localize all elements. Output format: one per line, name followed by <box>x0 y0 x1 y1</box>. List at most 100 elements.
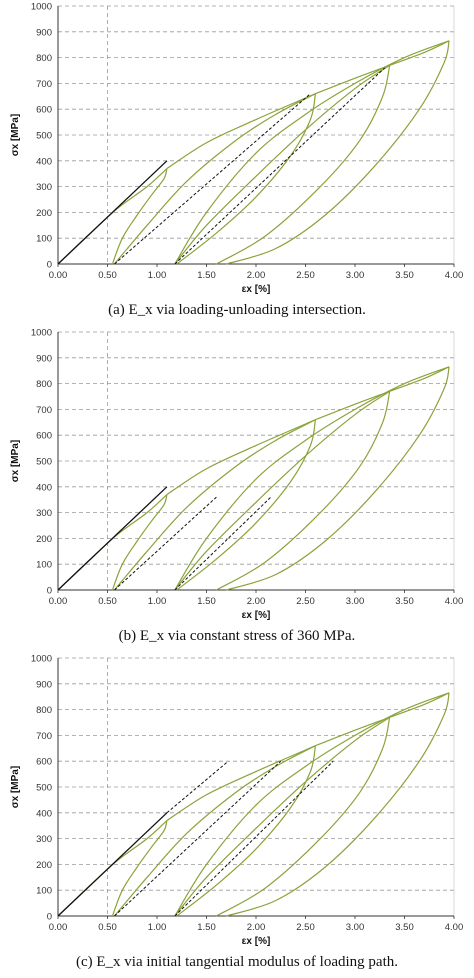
y-tick-label: 700 <box>36 79 52 90</box>
cycle-curve-5 <box>216 717 391 917</box>
cycle-curve-3 <box>176 745 316 917</box>
y-tick-label: 100 <box>36 886 52 897</box>
chart-panel-a: 0 100 200 300 400 500 600 700 800 900 1000 0.00 0.50… <box>0 0 474 325</box>
cycle-curve-2 <box>113 419 316 591</box>
chart-panel-b: 0 100 200 300 400 500 600 700 800 900 1000 0.00 0.50… <box>0 326 474 651</box>
x-tick-label: 0.00 <box>49 270 68 281</box>
modulus-dashed-line-12 <box>166 760 229 814</box>
initial-modulus-line <box>57 812 168 917</box>
x-tick-label: 0.50 <box>98 270 117 281</box>
cycle-curve-5 <box>216 391 391 591</box>
chart-b-svg: 0 100 200 300 400 500 600 700 800 900 1000 0.00 0.50… <box>10 328 464 622</box>
x-tick-label: 3.50 <box>395 922 414 933</box>
y-tick-label: 800 <box>36 705 52 716</box>
x-tick-label: 4.00 <box>445 922 464 933</box>
y-tick-label: 0 <box>47 912 52 923</box>
y-tick-label: 300 <box>36 834 52 845</box>
y-tick-label: 100 <box>36 560 52 571</box>
y-tick-label: 200 <box>36 860 52 871</box>
cycle-curve-9 <box>315 64 390 95</box>
caption-a: (a) E_x via loading-unloading intersecti… <box>108 302 366 318</box>
cycle-curve-10 <box>389 40 450 66</box>
x-tick-label: 1.50 <box>197 270 216 281</box>
x-tick-label: 3.50 <box>395 270 414 281</box>
x-tick-label: 0.50 <box>98 596 117 607</box>
y-tick-label: 100 <box>36 234 52 245</box>
y-tick-label: 800 <box>36 53 52 64</box>
x-axis-label: εx [%] <box>242 936 271 947</box>
y-axis-label: σx [MPa] <box>10 114 21 156</box>
x-tick-label: 2.00 <box>247 270 266 281</box>
initial-modulus-line <box>57 486 168 591</box>
y-tick-label: 400 <box>36 808 52 819</box>
cycle-curve-4 <box>174 64 390 265</box>
y-tick-label: 800 <box>36 379 52 390</box>
y-tick-label: 900 <box>36 353 52 364</box>
y-axis-label: σx [MPa] <box>10 766 21 808</box>
cycle-curve-8 <box>166 93 316 170</box>
cycle-curve-8 <box>166 745 316 822</box>
x-tick-label: 3.00 <box>346 596 365 607</box>
x-tick-label: 4.00 <box>445 596 464 607</box>
y-tick-label: 0 <box>47 260 52 271</box>
x-tick-label: 1.50 <box>197 596 216 607</box>
y-tick-label: 400 <box>36 156 52 167</box>
modulus-dashed-line-13 <box>174 496 272 591</box>
y-tick-label: 1000 <box>31 328 52 339</box>
y-tick-label: 500 <box>36 783 52 794</box>
cycle-curve-6 <box>174 366 450 591</box>
caption-b: (b) E_x via constant stress of 360 MPa. <box>118 628 356 644</box>
cycle-curve-9 <box>315 716 390 747</box>
modulus-dashed-line-12 <box>114 496 217 591</box>
x-tick-label: 3.50 <box>395 596 414 607</box>
x-tick-label: 0.50 <box>98 922 117 933</box>
x-tick-label: 0.00 <box>49 922 68 933</box>
modulus-dashed-line-12 <box>114 93 311 265</box>
cycle-curve-7 <box>226 366 450 591</box>
y-tick-label: 200 <box>36 208 52 219</box>
x-tick-label: 1.00 <box>148 270 167 281</box>
cycle-curve-4 <box>174 716 390 917</box>
cycle-curve-2 <box>113 93 316 265</box>
cycle-curve-7 <box>226 40 450 265</box>
x-tick-label: 4.00 <box>445 270 464 281</box>
y-tick-label: 500 <box>36 457 52 468</box>
cycle-curve-2 <box>113 745 316 917</box>
y-tick-label: 300 <box>36 182 52 193</box>
x-axis-label: εx [%] <box>242 284 271 295</box>
x-tick-label: 3.00 <box>346 922 365 933</box>
modulus-dashed-line-13 <box>174 67 386 265</box>
x-tick-label: 0.00 <box>49 596 68 607</box>
cycle-curve-1 <box>111 820 168 917</box>
x-tick-label: 1.50 <box>197 922 216 933</box>
x-tick-label: 2.50 <box>296 270 315 281</box>
caption-c: (c) E_x via initial tangential modulus o… <box>75 954 398 970</box>
chart-panel-c: 0 100 200 300 400 500 600 700 800 900 1000 0.00 0.50… <box>0 652 474 978</box>
x-tick-label: 2.00 <box>247 922 266 933</box>
y-tick-label: 600 <box>36 105 52 116</box>
cycle-curve-1 <box>111 168 168 265</box>
y-tick-label: 400 <box>36 482 52 493</box>
y-tick-label: 300 <box>36 508 52 519</box>
cycle-curve-0 <box>57 168 168 265</box>
chart-c-svg: 0 100 200 300 400 500 600 700 800 900 1000 0.00 0.50… <box>10 654 464 948</box>
y-axis-label: σx [MPa] <box>10 440 21 482</box>
cycle-curve-8 <box>166 419 316 496</box>
cycle-curve-10 <box>389 366 450 392</box>
y-tick-label: 500 <box>36 131 52 142</box>
cycle-curve-1 <box>111 494 168 591</box>
x-tick-label: 1.00 <box>148 596 167 607</box>
x-tick-label: 1.00 <box>148 922 167 933</box>
x-tick-label: 3.00 <box>346 270 365 281</box>
cycle-curve-6 <box>174 40 450 265</box>
y-tick-label: 1000 <box>31 654 52 665</box>
x-axis-label: εx [%] <box>242 610 271 621</box>
y-tick-label: 700 <box>36 731 52 742</box>
y-tick-label: 900 <box>36 27 52 38</box>
cycle-curve-6 <box>174 692 450 917</box>
y-tick-label: 900 <box>36 679 52 690</box>
cycle-curve-0 <box>57 820 168 917</box>
initial-modulus-line <box>57 160 168 265</box>
cycle-curve-3 <box>176 93 316 265</box>
y-tick-label: 200 <box>36 534 52 545</box>
